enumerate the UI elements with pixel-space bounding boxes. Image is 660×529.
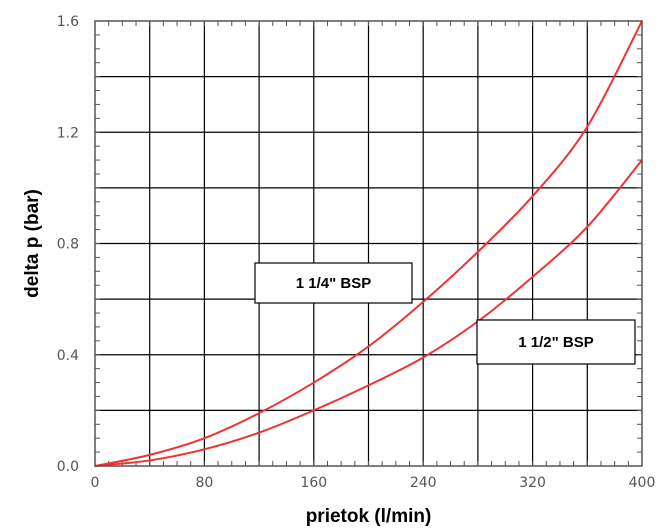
y-axis-title: delta p (bar) xyxy=(22,189,43,298)
x-axis-title: prietok (l/min) xyxy=(306,506,432,527)
grid xyxy=(95,21,642,466)
series-label-box-1-1-4-bsp: 1 1/4" BSP xyxy=(254,262,413,304)
series-group xyxy=(94,20,643,467)
y-tick-label: 1.2 xyxy=(57,125,79,141)
plot-frame xyxy=(94,20,643,467)
minor-ticks xyxy=(95,21,642,466)
series-label-1-1-2-bsp: 1 1/2" BSP xyxy=(518,334,593,351)
series-line-1-1-4-bsp xyxy=(94,20,643,467)
y-tick-labels: 0.0 0.4 0.8 1.2 1.6 xyxy=(57,14,79,475)
x-tick-label: 160 xyxy=(300,475,327,491)
y-tick-label: 0.4 xyxy=(57,348,79,364)
x-tick-label: 400 xyxy=(629,475,656,491)
series-label-box-1-1-2-bsp: 1 1/2" BSP xyxy=(476,319,636,365)
x-tick-label: 240 xyxy=(410,475,437,491)
y-tick-label: 0.8 xyxy=(57,237,79,253)
x-tick-label: 0 xyxy=(91,475,100,491)
series-label-1-1-4-bsp: 1 1/4" BSP xyxy=(296,275,371,292)
y-tick-label: 1.6 xyxy=(57,14,79,30)
series-label-box-frame xyxy=(476,319,636,365)
x-tick-label: 320 xyxy=(519,475,546,491)
x-tick-labels: 0 80 160 240 320 400 xyxy=(91,475,656,491)
y-tick-label: 0.0 xyxy=(57,459,79,475)
series-line-1-1-2-bsp xyxy=(94,159,643,467)
series-label-box-frame xyxy=(254,262,413,304)
x-tick-label: 80 xyxy=(195,475,213,491)
